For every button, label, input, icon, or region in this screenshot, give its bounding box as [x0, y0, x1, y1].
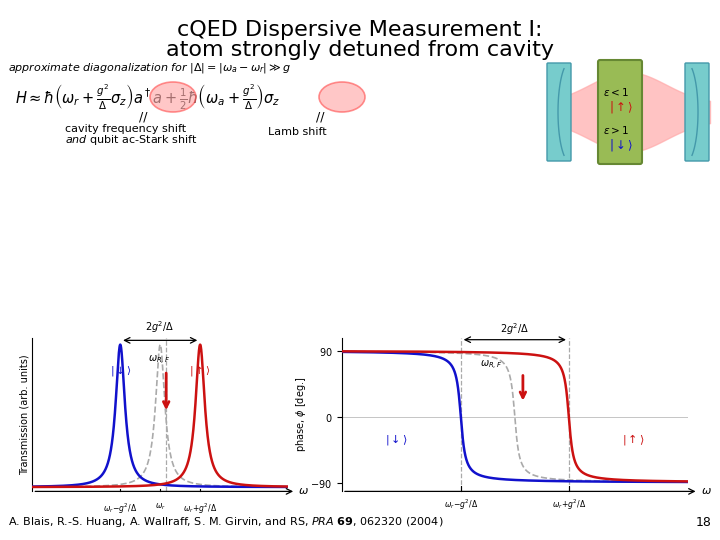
- Text: $\it{and}$ qubit ac-Stark shift: $\it{and}$ qubit ac-Stark shift: [65, 133, 197, 147]
- Text: $\omega_r\!-\!g^2/\Delta$: $\omega_r\!-\!g^2/\Delta$: [103, 501, 138, 516]
- Text: cavity frequency shift: cavity frequency shift: [65, 124, 186, 134]
- Text: $\omega_r\!+\!g^2/\Delta$: $\omega_r\!+\!g^2/\Delta$: [183, 501, 217, 516]
- FancyBboxPatch shape: [547, 63, 571, 161]
- Text: //: //: [139, 111, 148, 124]
- Text: $\omega$: $\omega$: [298, 487, 309, 496]
- Text: $|\uparrow\rangle$: $|\uparrow\rangle$: [609, 99, 633, 115]
- Text: $|\downarrow\rangle$: $|\downarrow\rangle$: [109, 363, 131, 377]
- Text: 18: 18: [696, 516, 712, 529]
- Text: A. Blais, R.-S. Huang, A. Wallraff, S. M. Girvin, and RS, $\it{PRA}$ $\mathbf{69: A. Blais, R.-S. Huang, A. Wallraff, S. M…: [8, 515, 444, 529]
- Text: cQED Dispersive Measurement I:: cQED Dispersive Measurement I:: [177, 20, 543, 40]
- Text: Lamb shift: Lamb shift: [268, 127, 327, 137]
- Y-axis label: Transmission (arb. units): Transmission (arb. units): [19, 354, 30, 475]
- Text: $\omega$: $\omega$: [701, 487, 712, 496]
- FancyBboxPatch shape: [685, 63, 709, 161]
- Text: atom strongly detuned from cavity: atom strongly detuned from cavity: [166, 40, 554, 60]
- Text: approximate diagonalization for $|\Delta| = |\omega_a - \omega_r| \gg g$: approximate diagonalization for $|\Delta…: [8, 61, 292, 75]
- Text: $\varepsilon < 1$: $\varepsilon < 1$: [603, 86, 629, 98]
- Text: $\omega_{R,F}$: $\omega_{R,F}$: [148, 353, 171, 367]
- Text: $2g^2/\Delta$: $2g^2/\Delta$: [145, 319, 175, 335]
- Text: $\varepsilon > 1$: $\varepsilon > 1$: [603, 124, 629, 136]
- Y-axis label: phase, $\phi$ [deg.]: phase, $\phi$ [deg.]: [294, 377, 307, 452]
- Text: $H \approx \hbar \left( \omega_r + \frac{g^2}{\Delta}\sigma_z \right) a^\dagger : $H \approx \hbar \left( \omega_r + \frac…: [15, 82, 280, 112]
- Ellipse shape: [319, 82, 365, 112]
- Text: $\omega_r\!-\!g^2/\Delta$: $\omega_r\!-\!g^2/\Delta$: [444, 498, 478, 512]
- Text: $2g^2/\Delta$: $2g^2/\Delta$: [500, 321, 529, 337]
- FancyBboxPatch shape: [598, 60, 642, 164]
- Text: //: //: [316, 111, 324, 124]
- Text: $|\downarrow\rangle$: $|\downarrow\rangle$: [384, 432, 408, 447]
- Text: $|\downarrow\rangle$: $|\downarrow\rangle$: [609, 137, 633, 153]
- Text: $\omega_r\!+\!g^2/\Delta$: $\omega_r\!+\!g^2/\Delta$: [552, 498, 586, 512]
- Text: $|\uparrow\rangle$: $|\uparrow\rangle$: [189, 363, 211, 377]
- Text: $|\uparrow\rangle$: $|\uparrow\rangle$: [622, 432, 645, 447]
- Ellipse shape: [150, 82, 196, 112]
- Text: $\omega_{R,F}$: $\omega_{R,F}$: [480, 359, 502, 372]
- Text: $\omega_r$: $\omega_r$: [155, 501, 166, 512]
